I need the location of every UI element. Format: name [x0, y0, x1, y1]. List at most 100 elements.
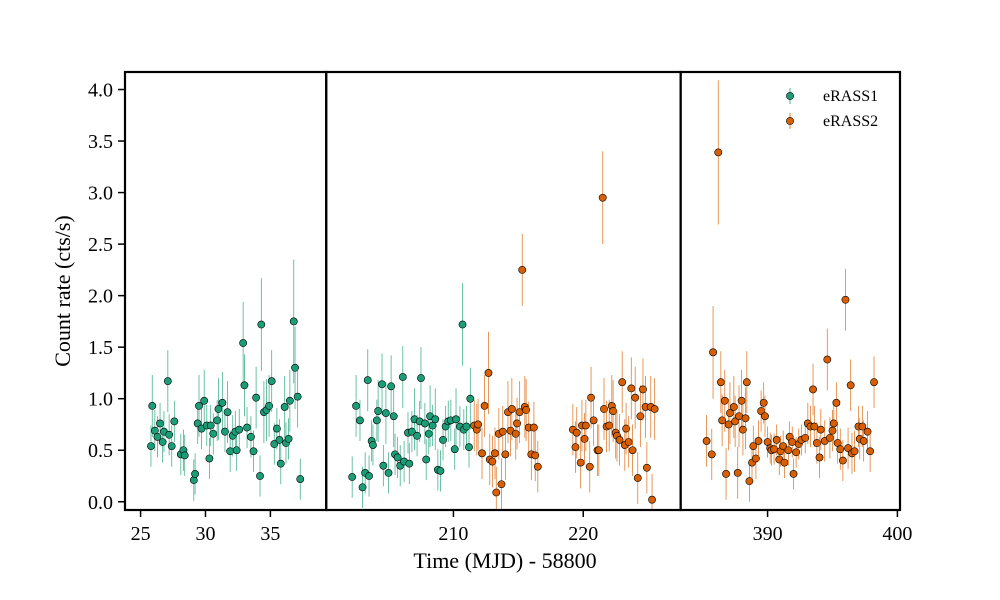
- data-point: [501, 450, 510, 459]
- data-point: [759, 398, 768, 407]
- point-group: [735, 385, 743, 448]
- point-group: [618, 351, 627, 414]
- point-group: [296, 458, 305, 500]
- data-point: [709, 348, 717, 357]
- point-group: [363, 349, 372, 412]
- data-point: [291, 363, 299, 372]
- point-group: [160, 411, 168, 453]
- data-point: [789, 470, 798, 478]
- point-group: [214, 378, 223, 440]
- point-group: [501, 428, 510, 481]
- data-point: [382, 409, 390, 418]
- point-group: [200, 369, 209, 432]
- data-point: [832, 398, 841, 407]
- point-group: [823, 328, 832, 391]
- data-point: [615, 436, 624, 444]
- point-group: [387, 355, 396, 418]
- point-group: [650, 378, 659, 440]
- point-group: [275, 419, 284, 461]
- data-point: [363, 376, 372, 385]
- point-group: [615, 414, 624, 466]
- point-group: [256, 455, 264, 497]
- data-point: [374, 407, 383, 415]
- point-group: [833, 422, 842, 464]
- point-group: [846, 359, 855, 412]
- point-group: [741, 387, 750, 450]
- x-tick-label: 220: [568, 523, 598, 545]
- point-group: [709, 305, 717, 399]
- point-group: [382, 382, 390, 445]
- data-point: [816, 425, 825, 434]
- data-point: [863, 427, 872, 436]
- point-group: [497, 458, 506, 510]
- data-point: [270, 440, 279, 448]
- data-point: [702, 437, 711, 445]
- data-point: [729, 403, 738, 411]
- data-point: [153, 432, 162, 441]
- y-tick-label: 1.5: [88, 337, 113, 359]
- data-point: [365, 472, 373, 480]
- data-point: [858, 422, 867, 431]
- point-group: [428, 404, 437, 447]
- point-group: [223, 381, 232, 444]
- data-point: [191, 470, 200, 478]
- data-point: [809, 385, 817, 394]
- data-point: [200, 396, 209, 405]
- data-point: [165, 430, 174, 439]
- data-point: [594, 446, 603, 455]
- legend-label: eRASS1: [823, 88, 878, 105]
- data-point: [576, 458, 585, 467]
- point-group: [252, 366, 261, 429]
- data-point: [754, 437, 763, 445]
- data-point: [737, 396, 746, 405]
- point-group: [405, 443, 414, 485]
- data-point: [780, 458, 789, 467]
- point-group: [825, 417, 834, 459]
- data-point: [533, 462, 542, 471]
- data-point: [384, 468, 393, 477]
- point-group: [465, 426, 473, 468]
- data-point: [280, 403, 289, 411]
- point-group: [293, 365, 302, 428]
- data-point: [265, 402, 273, 410]
- point-group: [832, 382, 841, 424]
- x-tick-label: 25: [131, 523, 151, 545]
- y-tick-label: 4.0: [88, 80, 113, 102]
- point-group: [627, 357, 636, 420]
- data-point: [633, 474, 642, 482]
- point-group: [763, 426, 772, 458]
- data-point: [530, 423, 538, 432]
- point-group: [642, 441, 651, 494]
- point-group: [289, 259, 298, 384]
- point-group: [420, 402, 429, 445]
- data-point: [792, 448, 801, 457]
- point-group: [870, 356, 878, 408]
- data-point: [761, 412, 769, 421]
- data-point: [585, 462, 594, 471]
- data-point: [718, 416, 727, 425]
- data-point: [389, 412, 398, 421]
- data-point: [296, 475, 305, 483]
- point-group: [374, 380, 383, 442]
- data-point: [720, 396, 729, 405]
- data-point: [285, 396, 294, 405]
- point-group: [714, 80, 723, 225]
- data-point: [267, 377, 276, 386]
- data-point: [256, 472, 264, 480]
- point-group: [633, 452, 642, 504]
- data-point: [214, 405, 223, 413]
- point-group: [431, 388, 440, 451]
- data-point: [206, 421, 215, 430]
- point-group: [639, 358, 647, 421]
- data-point: [398, 373, 407, 381]
- legend-label: eRASS2: [823, 113, 878, 130]
- point-group: [276, 443, 285, 485]
- point-group: [348, 456, 357, 498]
- y-tick-label: 0.0: [88, 492, 113, 514]
- data-point: [405, 459, 414, 468]
- point-group: [742, 351, 751, 414]
- data-point: [478, 449, 486, 458]
- data-point: [580, 434, 589, 443]
- data-point: [598, 193, 607, 202]
